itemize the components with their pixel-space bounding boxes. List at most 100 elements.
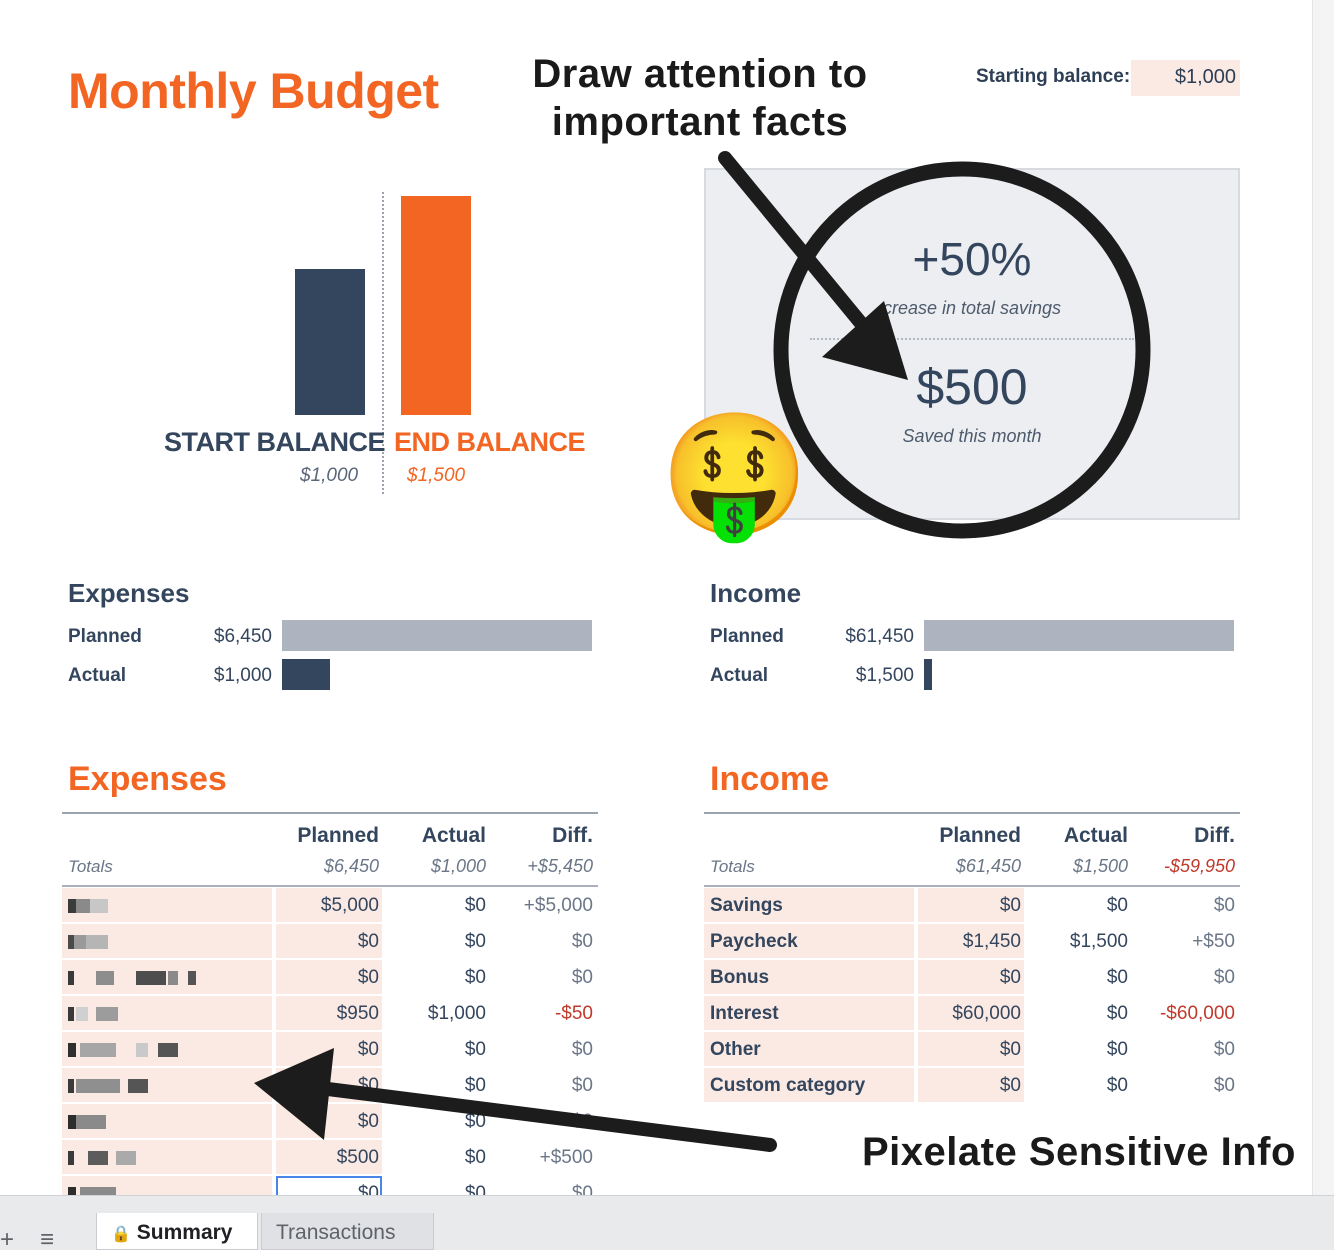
start-balance-bar (295, 269, 365, 415)
income-table-rule (704, 812, 1240, 814)
planned-cell[interactable] (918, 924, 1024, 958)
all-sheets-icon[interactable]: ≡ (40, 1226, 55, 1250)
pixelate-arrow-shaft (313, 1081, 777, 1152)
table-row: $0 $0 $0 (62, 960, 598, 996)
income-actual-value: $0 (1106, 1039, 1128, 1060)
income-category-cell[interactable] (704, 1068, 914, 1102)
pixelated-text (76, 1115, 106, 1129)
summary-income-planned-label: Planned (710, 626, 784, 647)
income-diff-value: $0 (1213, 895, 1235, 916)
expense-planned-value: $0 (357, 1039, 379, 1060)
pixelated-text (68, 1007, 74, 1021)
expense-diff-value: +$500 (539, 1147, 593, 1168)
pixelated-text (76, 899, 90, 913)
summary-income-planned-bar (924, 620, 1234, 651)
income-category-cell[interactable] (704, 924, 914, 958)
expense-diff-value: $0 (571, 967, 593, 988)
planned-cell[interactable] (918, 888, 1024, 922)
income-actual-value: $0 (1106, 967, 1128, 988)
summary-income-planned-value: $61,450 (845, 626, 914, 647)
planned-cell[interactable] (276, 924, 382, 958)
expense-actual-value: $0 (464, 895, 486, 916)
income-actual-value: $0 (1106, 895, 1128, 916)
income-actual-value: $1,500 (1069, 931, 1128, 952)
income-planned-value: $0 (999, 895, 1021, 916)
expense-planned-value: $0 (357, 931, 379, 952)
savings-percent: +50% (912, 233, 1032, 285)
summary-expenses-actual-value: $1,000 (213, 665, 272, 686)
income-category-cell[interactable] (704, 960, 914, 994)
summary-income-actual-label: Actual (710, 665, 769, 686)
pixelated-text (136, 971, 166, 985)
chart-divider (382, 192, 384, 494)
income-category-cell[interactable] (704, 888, 914, 922)
expense-planned-value: $5,000 (320, 895, 379, 916)
expense-actual-value: $0 (464, 1111, 486, 1132)
pixelated-text (188, 971, 196, 985)
income-totals-rule (704, 885, 1240, 887)
expense-actual-value: $0 (464, 931, 486, 952)
income-category-label: Paycheck (710, 931, 798, 952)
summary-income-actual-value: $1,500 (855, 665, 914, 686)
expenses-total-actual: $1,000 (430, 856, 486, 876)
pixelated-text (158, 1043, 178, 1057)
pixelated-text (68, 971, 74, 985)
planned-cell[interactable] (276, 960, 382, 994)
planned-cell[interactable] (918, 1032, 1024, 1066)
summary-expenses-planned-label: Planned (68, 626, 142, 647)
planned-cell[interactable] (918, 960, 1024, 994)
pixelated-text (136, 1043, 148, 1057)
saved-amount: $500 (916, 359, 1028, 415)
table-row: $950 $1,000 -$50 (62, 996, 598, 1032)
income-category-cell[interactable] (704, 996, 914, 1030)
summary-expenses-planned-value: $6,450 (213, 626, 272, 647)
table-row: $500 $0 +$500 (62, 1140, 598, 1176)
planned-cell[interactable] (918, 1068, 1024, 1102)
highlight-circle (773, 161, 1151, 539)
pixelated-text (68, 1043, 76, 1057)
pixelated-text (68, 1151, 74, 1165)
pixelated-text (116, 1151, 136, 1165)
expense-actual-value: $0 (464, 1147, 486, 1168)
income-category-label: Custom category (710, 1075, 866, 1096)
money-mouth-face-icon: 🤑 (660, 408, 810, 542)
planned-cell[interactable] (276, 888, 382, 922)
starting-balance-input[interactable]: $1,000 (1131, 60, 1240, 96)
expense-planned-value: $500 (336, 1147, 379, 1168)
card-divider (810, 338, 1134, 340)
table-row: Other $0 $0 $0 (704, 1032, 1240, 1068)
income-diff-value: $0 (1213, 1039, 1235, 1060)
tab-summary[interactable]: 🔒 Summary ▼ (96, 1213, 258, 1250)
income-planned-value: $1,450 (962, 931, 1021, 952)
page-title: Monthly Budget (68, 63, 439, 119)
vertical-scrollbar[interactable] (1312, 0, 1334, 1213)
tab-transactions[interactable]: Transactions ▼ (261, 1213, 434, 1250)
income-actual-value: $0 (1106, 1075, 1128, 1096)
income-planned-value: $0 (999, 1039, 1021, 1060)
planned-cell[interactable] (918, 996, 1024, 1030)
planned-cell[interactable] (276, 1140, 382, 1174)
pixelate-arrow-head (254, 1048, 334, 1140)
pixelated-text (68, 935, 74, 949)
pixelated-text (96, 971, 114, 985)
income-category-cell[interactable] (704, 1032, 914, 1066)
income-category-label: Other (710, 1039, 761, 1060)
table-row: Paycheck $1,450 $1,500 +$50 (704, 924, 1240, 960)
income-planned-value: $60,000 (952, 1003, 1021, 1024)
saved-amount-label: Saved this month (902, 426, 1042, 446)
add-sheet-icon[interactable]: + (0, 1226, 15, 1250)
income-diff-value: +$50 (1192, 931, 1235, 952)
table-row: $5,000 $0 +$5,000 (62, 888, 598, 924)
pixelated-text (80, 1043, 116, 1057)
expenses-col-actual: Actual (421, 824, 486, 847)
income-col-planned: Planned (939, 824, 1021, 847)
planned-cell[interactable] (276, 996, 382, 1030)
expense-diff-value: +$5,000 (523, 895, 593, 916)
income-category-label: Bonus (710, 967, 770, 988)
income-diff-value: $0 (1213, 1075, 1235, 1096)
summary-expenses-heading: Expenses (68, 578, 190, 608)
summary-income-actual-bar (924, 659, 932, 690)
income-totals-label: Totals (710, 857, 755, 876)
expenses-table-heading: Expenses (68, 760, 227, 798)
